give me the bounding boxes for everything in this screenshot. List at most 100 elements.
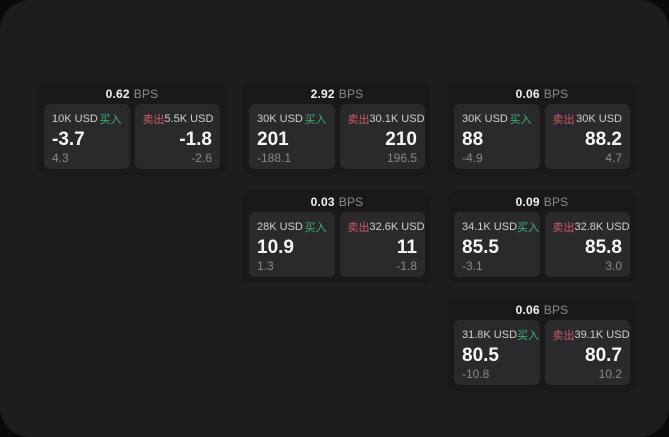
sell-amount: 32.8K USD <box>574 221 630 233</box>
panels-row: 10K USD 买入 -3.7 4.3 卖出 5.5K USD -1.8 -2.… <box>44 104 220 169</box>
buy-panel-top-row: 31.8K USD 买入 <box>462 327 539 343</box>
buy-panel[interactable]: 28K USD 买入 10.9 1.3 <box>249 212 335 277</box>
sell-sub-value: 3.0 <box>605 258 622 273</box>
buy-panel-top-row: 30K USD 买入 <box>462 111 532 127</box>
quote-cards-grid: 0.62 BPS 10K USD 买入 -3.7 4.3 卖出 <box>38 83 636 391</box>
quote-card: 0.62 BPS 10K USD 买入 -3.7 4.3 卖出 <box>38 83 226 175</box>
sell-panel-top-row: 卖出 30K USD <box>553 111 623 127</box>
sell-panel[interactable]: 卖出 30.1K USD 210 196.5 <box>339 104 425 169</box>
buy-panel[interactable]: 30K USD 买入 88 -4.9 <box>454 104 540 169</box>
buy-panel[interactable]: 34.1K USD 买入 85.5 -3.1 <box>454 212 540 277</box>
sell-price: 85.8 <box>585 237 622 258</box>
buy-price: 80.5 <box>462 345 499 366</box>
sell-price: 210 <box>385 129 417 150</box>
buy-amount: 34.1K USD <box>462 221 518 233</box>
sell-side-label: 卖出 <box>142 114 165 126</box>
sell-price: -1.8 <box>179 129 212 150</box>
bps-unit-label: BPS <box>543 86 569 101</box>
sell-side-label: 卖出 <box>552 114 575 126</box>
buy-amount: 28K USD <box>257 221 303 233</box>
sell-price: 88.2 <box>585 129 622 150</box>
bps-value: 0.03 <box>310 194 335 209</box>
buy-side-label: 买入 <box>304 222 327 234</box>
buy-sub-value: -10.8 <box>462 366 490 381</box>
buy-side-label: 买入 <box>517 330 540 342</box>
sell-panel[interactable]: 卖出 5.5K USD -1.8 -2.6 <box>134 104 220 169</box>
quote-card: 0.06 BPS 31.8K USD 买入 80.5 -10.8 卖 <box>448 299 636 391</box>
card-header: 2.92 BPS <box>249 83 425 104</box>
sell-side-label: 卖出 <box>552 222 575 234</box>
sell-side-label: 卖出 <box>552 330 575 342</box>
buy-sub-value: -4.9 <box>462 150 483 165</box>
bps-unit-label: BPS <box>543 302 569 317</box>
card-header: 0.03 BPS <box>249 191 425 212</box>
sell-amount: 39.1K USD <box>574 329 630 341</box>
sell-sub-value: 196.5 <box>386 150 417 165</box>
buy-side-label: 买入 <box>517 222 540 234</box>
sell-panel[interactable]: 卖出 32.6K USD 11 -1.8 <box>339 212 425 277</box>
buy-sub-value: 1.3 <box>257 258 274 273</box>
buy-side-label: 买入 <box>99 114 122 126</box>
bps-value: 0.62 <box>105 86 130 101</box>
panels-row: 31.8K USD 买入 80.5 -10.8 卖出 39.1K USD 80.… <box>454 320 630 385</box>
sell-price: 80.7 <box>585 345 622 366</box>
buy-amount: 31.8K USD <box>462 329 518 341</box>
sell-sub-value: -2.6 <box>191 150 212 165</box>
sell-panel[interactable]: 卖出 30K USD 88.2 4.7 <box>544 104 630 169</box>
sell-panel[interactable]: 卖出 32.8K USD 85.8 3.0 <box>544 212 630 277</box>
sell-panel-top-row: 卖出 5.5K USD <box>142 111 214 127</box>
panels-row: 30K USD 买入 88 -4.9 卖出 30K USD 88.2 4.7 <box>454 104 630 169</box>
panels-row: 28K USD 买入 10.9 1.3 卖出 32.6K USD 11 -1.8 <box>249 212 425 277</box>
bps-value: 2.92 <box>310 86 335 101</box>
buy-sub-value: -188.1 <box>257 150 292 165</box>
sell-panel[interactable]: 卖出 39.1K USD 80.7 10.2 <box>544 320 630 385</box>
panels-row: 34.1K USD 买入 85.5 -3.1 卖出 32.8K USD 85.8… <box>454 212 630 277</box>
buy-price: -3.7 <box>52 129 85 150</box>
sell-side-label: 卖出 <box>347 114 370 126</box>
bps-unit-label: BPS <box>133 86 159 101</box>
bps-unit-label: BPS <box>543 194 569 209</box>
buy-panel-top-row: 28K USD 买入 <box>257 219 327 235</box>
quote-card: 0.03 BPS 28K USD 买入 10.9 1.3 卖出 <box>243 191 431 283</box>
buy-panel-top-row: 34.1K USD 买入 <box>462 219 539 235</box>
buy-panel[interactable]: 31.8K USD 买入 80.5 -10.8 <box>454 320 540 385</box>
buy-amount: 30K USD <box>462 113 508 125</box>
bps-unit-label: BPS <box>338 86 364 101</box>
buy-sub-value: -3.1 <box>462 258 483 273</box>
buy-price: 10.9 <box>257 237 294 258</box>
buy-sub-value: 4.3 <box>52 150 69 165</box>
buy-amount: 10K USD <box>52 113 98 125</box>
sell-sub-value: -1.8 <box>396 258 417 273</box>
sell-amount: 30.1K USD <box>369 113 425 125</box>
sell-amount: 30K USD <box>576 113 622 125</box>
sell-panel-top-row: 卖出 39.1K USD <box>552 327 630 343</box>
bps-unit-label: BPS <box>338 194 364 209</box>
sell-panel-top-row: 卖出 32.6K USD <box>347 219 425 235</box>
buy-amount: 30K USD <box>257 113 303 125</box>
buy-panel[interactable]: 10K USD 买入 -3.7 4.3 <box>44 104 130 169</box>
sell-sub-value: 4.7 <box>605 150 622 165</box>
quote-card: 0.09 BPS 34.1K USD 买入 85.5 -3.1 卖出 <box>448 191 636 283</box>
buy-panel[interactable]: 30K USD 买入 201 -188.1 <box>249 104 335 169</box>
sell-side-label: 卖出 <box>347 222 370 234</box>
panels-row: 30K USD 买入 201 -188.1 卖出 30.1K USD 210 1… <box>249 104 425 169</box>
buy-panel-top-row: 10K USD 买入 <box>52 111 122 127</box>
sell-price: 11 <box>396 237 417 258</box>
sell-panel-top-row: 卖出 32.8K USD <box>552 219 630 235</box>
bps-value: 0.06 <box>515 86 540 101</box>
buy-price: 201 <box>257 129 289 150</box>
card-header: 0.06 BPS <box>454 83 630 104</box>
bps-value: 0.06 <box>515 302 540 317</box>
sell-sub-value: 10.2 <box>598 366 622 381</box>
quote-card: 2.92 BPS 30K USD 买入 201 -188.1 卖出 <box>243 83 431 175</box>
buy-panel-top-row: 30K USD 买入 <box>257 111 327 127</box>
sell-panel-top-row: 卖出 30.1K USD <box>347 111 425 127</box>
buy-side-label: 买入 <box>304 114 327 126</box>
bps-value: 0.09 <box>515 194 540 209</box>
card-header: 0.09 BPS <box>454 191 630 212</box>
buy-price: 88 <box>462 129 484 150</box>
buy-price: 85.5 <box>462 237 499 258</box>
quote-card: 0.06 BPS 30K USD 买入 88 -4.9 卖出 <box>448 83 636 175</box>
